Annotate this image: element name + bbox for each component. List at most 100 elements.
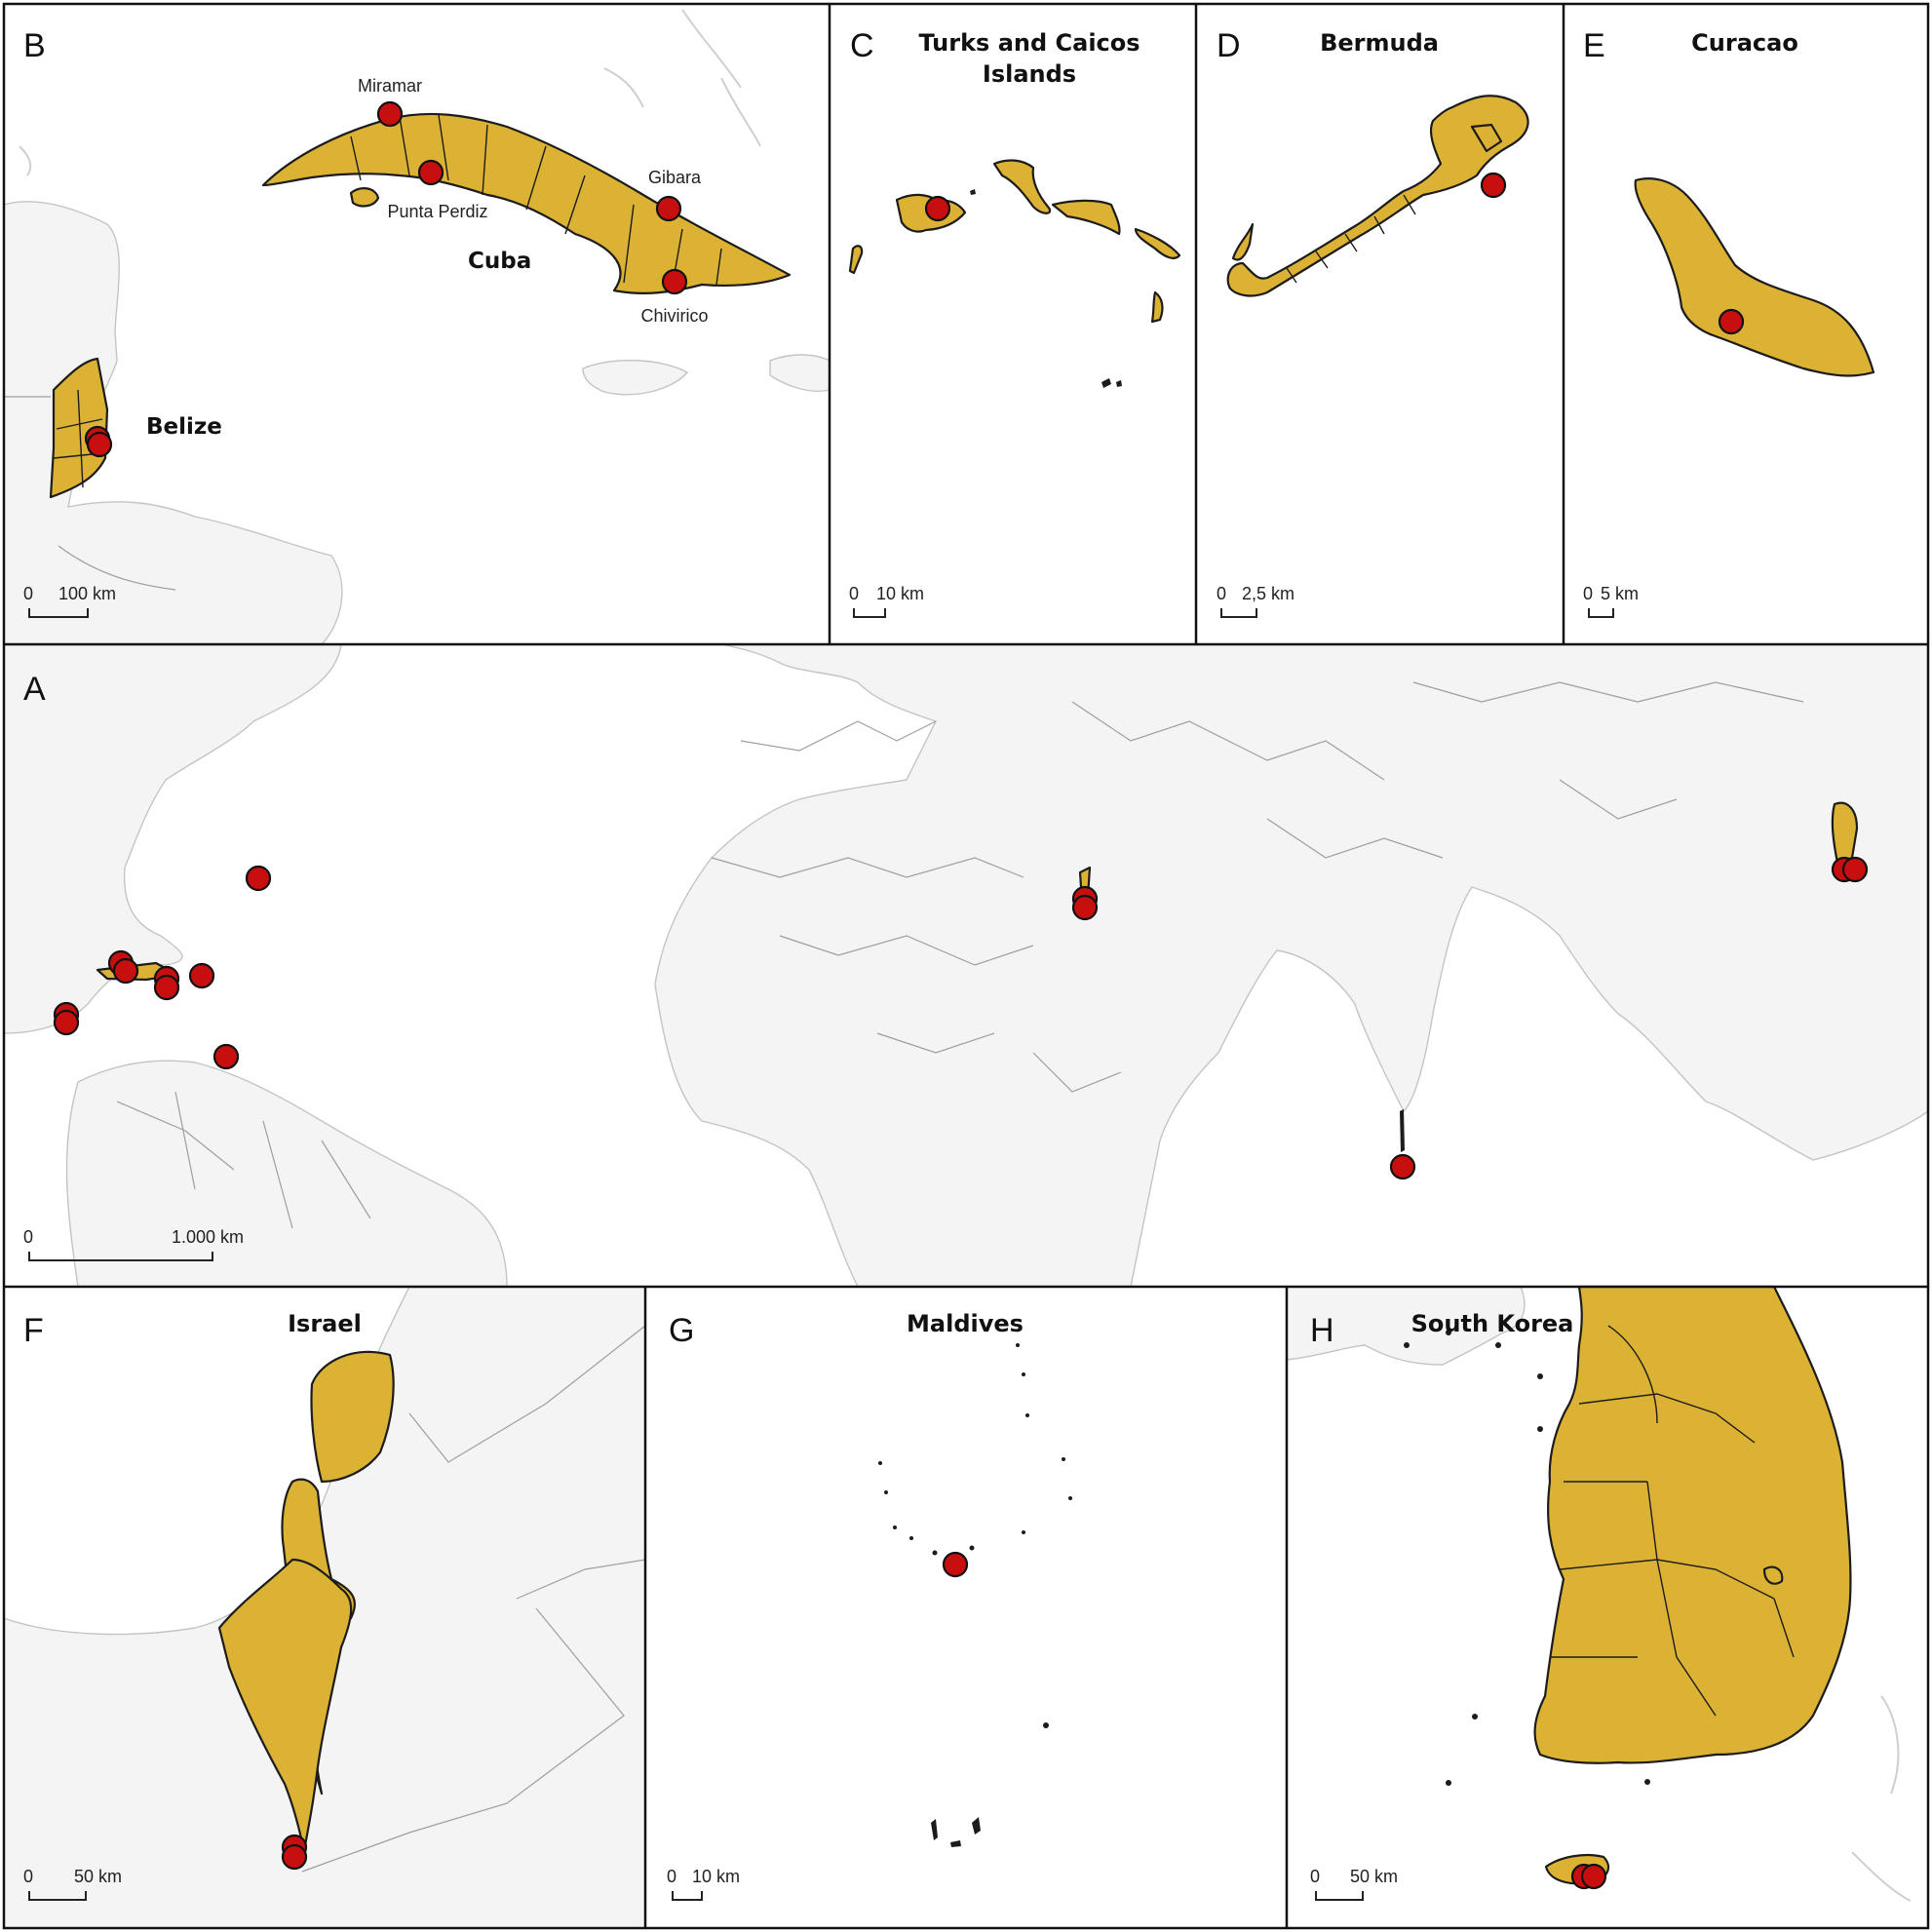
scale-g-label: 10 km xyxy=(692,1867,740,1886)
scale-bar-e: 0 5 km xyxy=(1583,584,1639,618)
label-belize: Belize xyxy=(146,414,222,440)
jamaica-gray xyxy=(582,360,689,396)
marker-jeju-2 xyxy=(1580,1863,1607,1890)
panel-b: B Miramar Punta Perdiz Gibara Chivirico … xyxy=(3,4,831,645)
marker-a-maldives xyxy=(1389,1153,1416,1180)
scale-bar-b: 0 100 km xyxy=(23,584,116,618)
panel-g: G Maldives 0 10 km xyxy=(645,1287,1287,1928)
scale-bar-d-line xyxy=(1220,608,1257,618)
panel-a: A 0 1.000 km xyxy=(3,643,1929,1288)
panel-e: E Curacao 0 5 km xyxy=(1564,4,1928,644)
marker-providenciales xyxy=(924,195,951,222)
eurasia-africa xyxy=(654,643,1929,1288)
panel-h: H South Korea 0 50 km xyxy=(1286,1285,1928,1928)
daegu-enclave xyxy=(1762,1565,1784,1585)
panel-f-letter: F xyxy=(23,1312,44,1349)
scale-b-label: 100 km xyxy=(58,584,116,603)
bermuda-parishes xyxy=(1286,194,1416,284)
country-borders-a xyxy=(711,681,1804,1093)
israel-negev xyxy=(217,1558,353,1854)
japan-coast xyxy=(1851,1695,1912,1902)
scale-bar-c: 0 10 km xyxy=(849,584,924,618)
scale-a-label: 1.000 km xyxy=(172,1227,244,1247)
bermuda-somerset xyxy=(1231,222,1255,261)
south-america xyxy=(65,1060,508,1288)
caicos-east xyxy=(1134,227,1181,259)
bermuda-main xyxy=(1226,95,1529,297)
scale-a-zero: 0 xyxy=(23,1227,33,1247)
cuba-island xyxy=(261,112,792,294)
scale-bar-g: 0 10 km xyxy=(667,1867,740,1901)
scale-d-label: 2,5 km xyxy=(1242,584,1294,603)
scale-e-zero: 0 xyxy=(1583,584,1593,603)
panel-d-title: Bermuda xyxy=(1320,29,1439,57)
panel-d-letter: D xyxy=(1217,27,1241,64)
label-punta-perdiz: Punta Perdiz xyxy=(387,202,487,221)
panel-f: F Israel 0 50 km xyxy=(3,1286,646,1929)
north-korea-gray xyxy=(1286,1286,1526,1366)
scale-c-label: 10 km xyxy=(876,584,924,603)
south-korea-small xyxy=(1831,801,1859,865)
marker-a-curacao xyxy=(213,1043,240,1070)
south-korea-mainland xyxy=(1533,1285,1852,1764)
marker-punta-perdiz xyxy=(417,159,444,186)
panel-c-letter: C xyxy=(850,27,874,64)
panel-a-letter: A xyxy=(23,671,46,708)
scale-bar-h-line xyxy=(1315,1891,1364,1901)
korea-small-islands xyxy=(1404,1330,1650,1786)
panel-g-background xyxy=(645,1287,1287,1928)
marker-curacao xyxy=(1718,308,1745,335)
marker-bermuda xyxy=(1480,172,1507,199)
caicos-north xyxy=(992,159,1052,214)
scale-bar-f: 0 50 km xyxy=(23,1867,122,1901)
scale-f-zero: 0 xyxy=(23,1867,33,1886)
panel-c-title-line2: Islands xyxy=(983,60,1076,88)
scale-bar-g-line xyxy=(672,1891,703,1901)
marker-a-turks xyxy=(188,962,215,989)
west-caicos xyxy=(848,245,864,275)
marker-chivirico xyxy=(661,268,688,295)
caicos-middle xyxy=(1051,199,1121,236)
label-cuba: Cuba xyxy=(468,249,531,274)
scale-h-label: 50 km xyxy=(1350,1867,1398,1886)
scale-e-label: 5 km xyxy=(1601,584,1639,603)
scale-h-zero: 0 xyxy=(1310,1867,1320,1886)
panel-c: C Turks and Caicos Islands 0 10 km xyxy=(830,4,1196,644)
curacao-island xyxy=(1634,177,1875,377)
panel-dividers xyxy=(4,4,1928,1928)
south-korea-provinces xyxy=(1550,1325,1795,1717)
marker-a-belize-2 xyxy=(53,1009,80,1036)
cuba-provinces xyxy=(350,114,722,286)
label-chivirico: Chivirico xyxy=(640,306,708,326)
belize-country xyxy=(49,357,109,499)
north-america xyxy=(3,643,342,1034)
label-gibara: Gibara xyxy=(648,168,702,187)
scale-c-zero: 0 xyxy=(849,584,859,603)
panel-e-letter: E xyxy=(1583,27,1605,64)
marker-miramar xyxy=(376,100,404,128)
panel-c-background xyxy=(830,4,1196,644)
border-line-b2 xyxy=(58,545,176,591)
panel-h-title: South Korea xyxy=(1411,1310,1574,1337)
scale-b-zero: 0 xyxy=(23,584,33,603)
marker-gibara xyxy=(655,195,682,222)
maldives-small xyxy=(1400,1109,1405,1152)
isla-juventud xyxy=(349,187,380,208)
marker-maldives xyxy=(942,1551,969,1578)
marker-a-israel-2 xyxy=(1071,894,1099,921)
grand-turk xyxy=(1150,290,1164,324)
panel-h-letter: H xyxy=(1310,1312,1334,1349)
label-miramar: Miramar xyxy=(358,76,422,96)
scale-bar-a: 0 1.000 km xyxy=(23,1227,244,1261)
marker-a-bermuda xyxy=(245,865,272,892)
south-america-borders xyxy=(116,1091,371,1229)
panel-d: D Bermuda 0 2,5 km xyxy=(1196,4,1564,644)
panel-g-letter: G xyxy=(669,1312,694,1349)
marker-eilat-2 xyxy=(281,1843,308,1871)
panel-e-title: Curacao xyxy=(1691,29,1798,57)
panel-f-title: Israel xyxy=(288,1310,362,1337)
